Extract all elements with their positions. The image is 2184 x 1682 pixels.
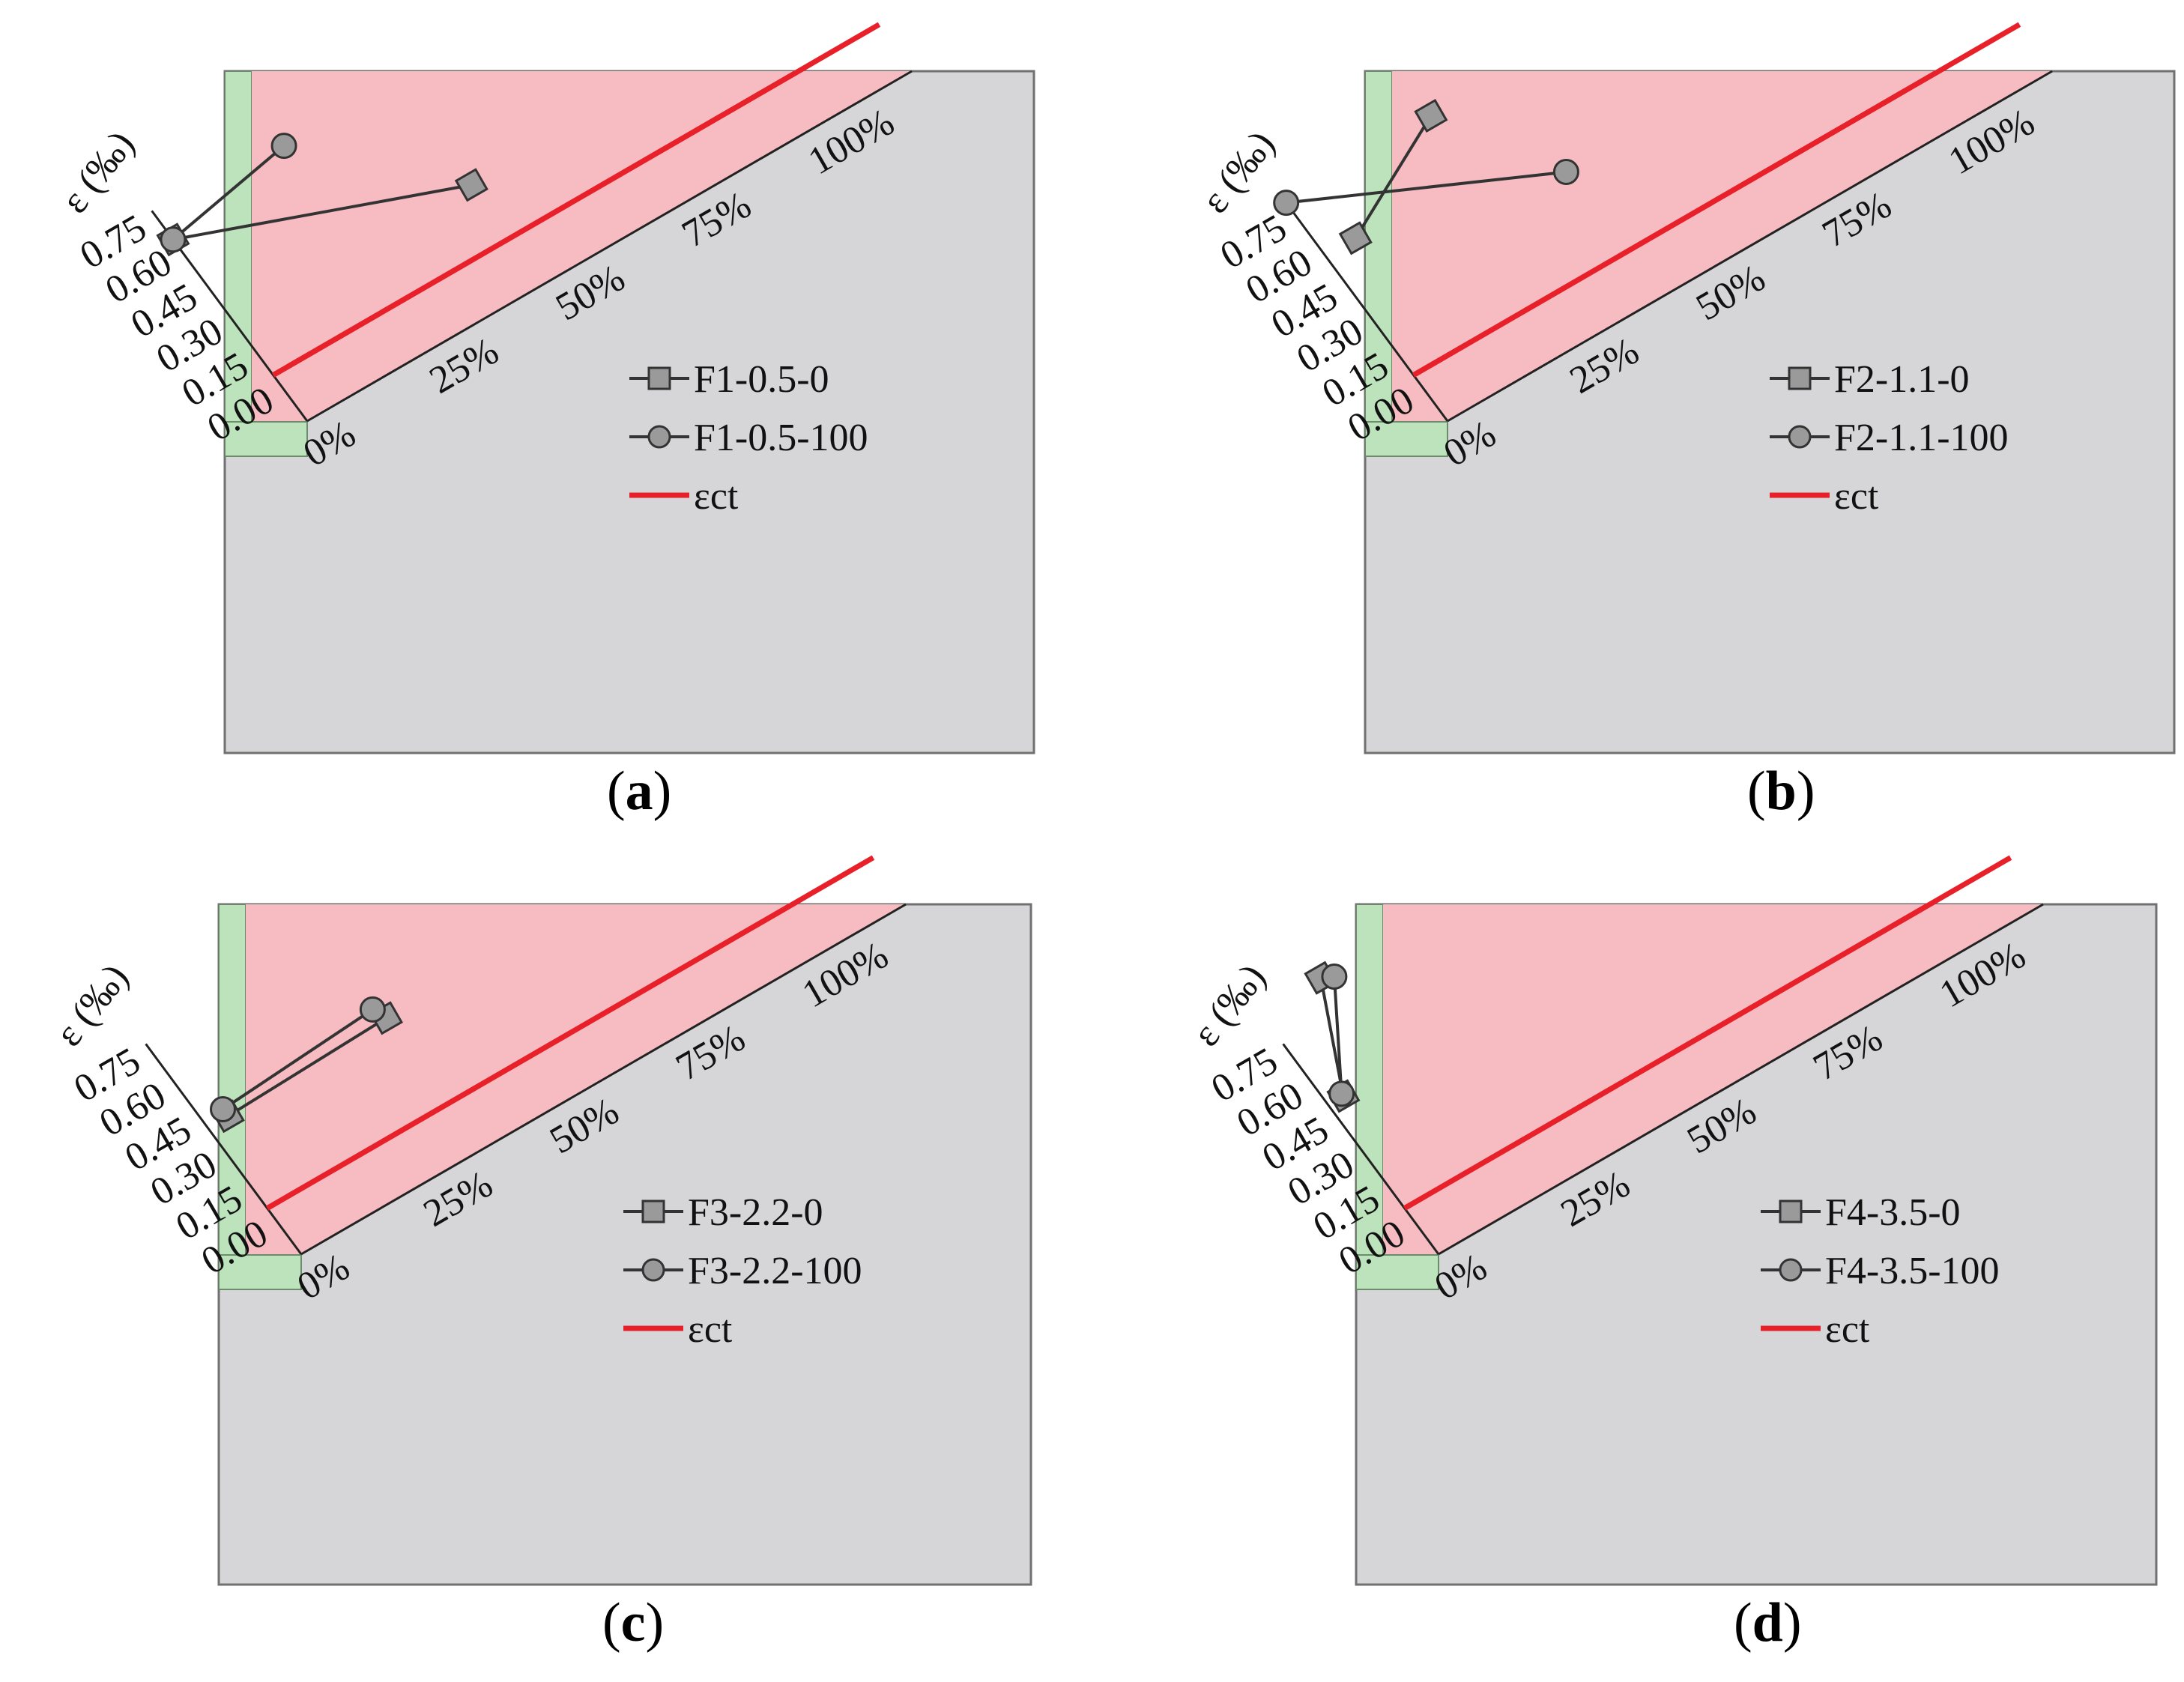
data-point-circle	[160, 226, 187, 253]
caption-letter: b	[1766, 760, 1797, 822]
margin-zone-bottom	[1356, 1254, 1439, 1290]
x-axis-diagonal	[300, 903, 907, 1256]
y-axis-label: ε (‰)	[1194, 123, 1283, 221]
panel-caption: (c)	[602, 1592, 664, 1654]
caption-open: (	[1734, 1592, 1752, 1654]
data-point-circle	[270, 133, 297, 160]
data-point-circle	[1552, 159, 1579, 186]
valid-zone	[1383, 904, 2044, 1254]
data-point-circle	[1321, 963, 1348, 990]
series-line	[1354, 115, 1433, 239]
data-point-circle	[1273, 190, 1300, 217]
legend-label: εct	[1834, 475, 1879, 518]
panel-c: 0.000.150.300.450.600.75ε (‰)0%25%50%75%…	[47, 855, 1032, 1654]
y-axis	[1291, 210, 1449, 422]
series-line	[227, 1017, 387, 1118]
legend-square-icon	[647, 366, 671, 390]
valid-zone	[1392, 71, 2053, 421]
panel-caption: (b)	[1747, 760, 1815, 822]
x-axis-diagonal	[1447, 70, 2053, 423]
margin-zone-bottom	[1365, 421, 1448, 457]
data-point-square	[1414, 98, 1448, 133]
legend-circle-icon	[647, 425, 671, 449]
ect-line-extension	[271, 22, 881, 378]
margin-zone-left	[225, 71, 252, 423]
legend-label: F1-0.5-100	[694, 417, 868, 459]
y-axis	[145, 1043, 303, 1255]
x-axis-diagonal	[1438, 903, 2044, 1256]
legend-label: F4-3.5-100	[1825, 1250, 2000, 1292]
y-axis-label: ε (‰)	[1185, 956, 1274, 1054]
margin-zone-bottom	[219, 1254, 302, 1290]
caption-open: (	[602, 1592, 621, 1654]
legend-label: F1-0.5-0	[694, 358, 829, 401]
series-line	[222, 1008, 374, 1111]
caption-open: (	[1747, 760, 1766, 822]
legend-label: εct	[694, 475, 739, 518]
caption-close: )	[1797, 760, 1815, 822]
caption-open: (	[607, 760, 626, 822]
ect-line-extension	[1412, 22, 2021, 378]
valid-zone	[252, 71, 913, 421]
legend-label: F2-1.1-100	[1834, 417, 2009, 459]
legend-square-icon	[1788, 366, 1812, 390]
margin-zone-bottom	[225, 421, 308, 457]
legend-circle-icon	[641, 1258, 665, 1282]
series-line	[172, 183, 472, 241]
panel-caption: (d)	[1734, 1592, 1801, 1654]
series-line	[1286, 170, 1567, 205]
data-point-square	[1338, 221, 1373, 255]
caption-letter: d	[1752, 1592, 1783, 1654]
data-point-circle	[209, 1096, 236, 1123]
x-axis-diagonal	[306, 70, 913, 423]
legend-square-icon	[641, 1200, 665, 1223]
caption-close: )	[1783, 1592, 1802, 1654]
ect-line-extension	[265, 855, 875, 1211]
data-point-square	[454, 168, 488, 202]
legend-label: F4-3.5-0	[1825, 1191, 1961, 1234]
panel-caption: (a)	[607, 760, 671, 822]
y-axis	[1282, 1043, 1440, 1255]
legend-square-icon	[1779, 1200, 1803, 1223]
caption-letter: c	[621, 1592, 646, 1654]
legend-label: εct	[688, 1308, 733, 1351]
y-axis-label: ε (‰)	[47, 956, 137, 1054]
legend-label: F2-1.1-0	[1834, 358, 1970, 401]
series-line	[1332, 976, 1343, 1095]
panel-a: 0.000.150.300.450.600.75ε (‰)0%25%50%75%…	[53, 22, 1035, 822]
ect-line-extension	[1403, 855, 2012, 1211]
legend-circle-icon	[1779, 1258, 1803, 1282]
legend-label: εct	[1825, 1308, 1870, 1351]
series-line	[172, 145, 285, 241]
caption-letter: a	[626, 760, 653, 822]
panel-d: 0.000.150.300.450.600.75ε (‰)0%25%50%75%…	[1185, 855, 2158, 1654]
legend-label: F3-2.2-0	[688, 1191, 823, 1234]
caption-close: )	[653, 760, 672, 822]
panel-b: 0.000.150.300.450.600.75ε (‰)0%25%50%75%…	[1194, 22, 2176, 822]
y-axis-label: ε (‰)	[53, 123, 143, 221]
legend-label: F3-2.2-100	[688, 1250, 862, 1292]
valid-zone	[246, 904, 907, 1254]
data-point-circle	[1328, 1080, 1355, 1107]
caption-close: )	[646, 1592, 665, 1654]
data-point-circle	[359, 996, 386, 1023]
legend-circle-icon	[1788, 425, 1812, 449]
